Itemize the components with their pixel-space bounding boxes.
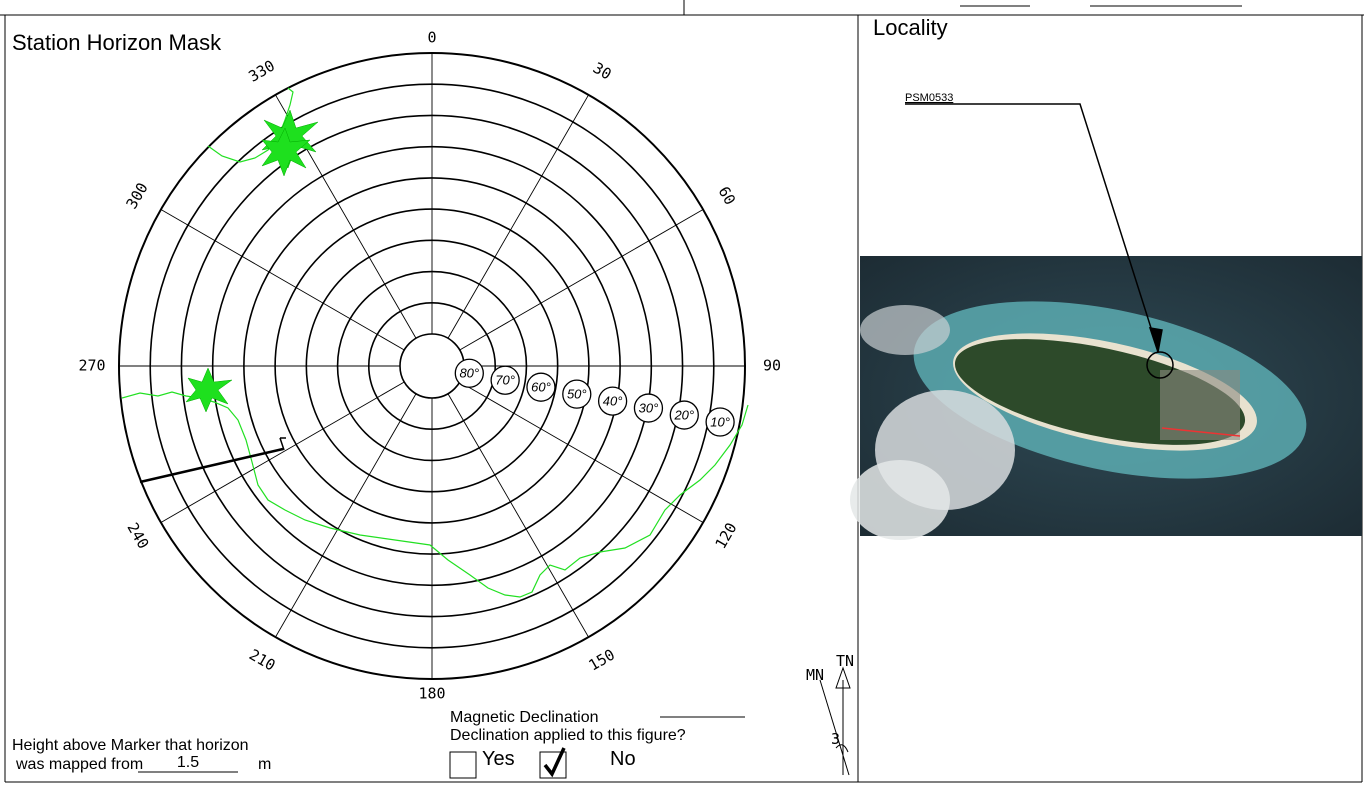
elevation-label: 60°: [531, 380, 551, 395]
elevation-circle: [454, 358, 484, 388]
tn-label: TN: [836, 652, 854, 670]
antenna-marker: [139, 437, 286, 484]
checkbox-yes[interactable]: [449, 751, 477, 779]
azimuth-label: 120: [711, 520, 740, 552]
polar-grid: 0 30 60 90 120 150 180 210 240 270 300 330 80° 70° 60°…: [78, 29, 781, 703]
elevation-label: 80°: [459, 366, 479, 381]
height-value: 1.5: [177, 754, 199, 771]
mn-label: MN: [806, 666, 824, 684]
spoke: [447, 94, 589, 339]
elevation-circle: [705, 407, 735, 437]
height-line1: Height above Marker that horizon: [12, 737, 249, 754]
elevation-circle: [597, 386, 628, 416]
north-arrow: [819, 666, 851, 776]
declination-label: Magnetic Declination: [450, 709, 599, 726]
check-mark: [543, 747, 566, 778]
height-line2: was mapped from: [15, 756, 143, 773]
spoke: [459, 381, 704, 523]
mask-title: Station Horizon Mask: [12, 30, 222, 55]
tree-icons: [185, 109, 319, 413]
satellite-image: [850, 256, 1362, 540]
station-leader: [905, 103, 1174, 379]
elevation-circle: [562, 379, 592, 409]
spoke: [275, 393, 417, 638]
elevation-circle: [633, 393, 664, 423]
azimuth-label: 330: [246, 57, 278, 86]
azimuth-label: 0: [427, 29, 436, 47]
elevation-label: 30°: [639, 401, 659, 416]
height-unit: m: [258, 756, 271, 773]
azimuth-label: 240: [123, 520, 152, 552]
azimuth-label: 60: [715, 183, 740, 208]
elevation-circle: [526, 372, 556, 402]
elevation-label: 10°: [710, 414, 730, 429]
declination-angle: 3: [831, 730, 840, 748]
elevation-label: 50°: [567, 387, 587, 402]
spoke: [447, 393, 589, 638]
declination-question: Declination applied to this figure?: [450, 727, 686, 744]
azimuth-label: 270: [78, 357, 105, 375]
spoke: [160, 209, 405, 351]
elevation-label: 40°: [603, 394, 623, 409]
ring: [399, 333, 465, 399]
elevation-label: 70°: [495, 373, 515, 388]
yes-label: Yes: [482, 748, 515, 770]
horizon-line: [121, 87, 749, 598]
elevation-circle: [490, 365, 520, 395]
elevation-circle: [669, 400, 699, 430]
spoke: [459, 209, 704, 351]
elevation-label: 20°: [673, 407, 694, 422]
locality-title: Locality: [873, 15, 948, 40]
azimuth-label: 180: [418, 685, 445, 703]
spoke: [160, 381, 405, 523]
azimuth-label: 30: [590, 59, 615, 84]
azimuth-label: 150: [586, 645, 618, 674]
azimuth-label: 210: [246, 645, 278, 674]
azimuth-label: 90: [763, 357, 781, 375]
no-label: No: [610, 748, 636, 770]
station-label: PSM0533: [905, 92, 953, 104]
azimuth-label: 300: [123, 180, 152, 212]
